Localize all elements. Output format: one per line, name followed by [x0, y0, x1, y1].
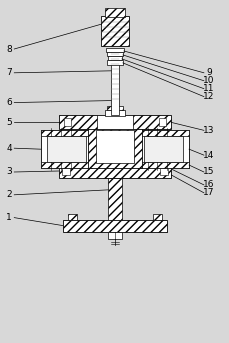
- Bar: [107, 60, 122, 65]
- Text: 3: 3: [6, 167, 12, 177]
- Bar: [107, 52, 122, 56]
- Bar: [62, 220, 167, 232]
- Bar: [107, 106, 122, 110]
- Bar: [58, 165, 171, 178]
- Bar: [160, 168, 168, 175]
- Bar: [105, 109, 124, 117]
- Bar: [103, 168, 126, 178]
- Bar: [159, 118, 166, 126]
- Text: 15: 15: [202, 167, 214, 177]
- Bar: [67, 214, 77, 220]
- Bar: [96, 130, 133, 163]
- Text: 16: 16: [202, 180, 214, 189]
- Bar: [137, 130, 188, 168]
- Text: 4: 4: [6, 144, 12, 153]
- Bar: [101, 16, 128, 46]
- Bar: [63, 118, 70, 126]
- Text: 14: 14: [202, 151, 214, 159]
- Bar: [108, 175, 121, 220]
- Text: 9: 9: [205, 68, 211, 77]
- Bar: [110, 160, 119, 170]
- Text: 2: 2: [6, 190, 12, 199]
- Bar: [111, 49, 118, 116]
- Bar: [108, 56, 121, 60]
- Text: 10: 10: [202, 76, 214, 85]
- Text: 1: 1: [6, 213, 12, 222]
- Text: 8: 8: [6, 45, 12, 54]
- Bar: [137, 162, 188, 168]
- Bar: [105, 8, 124, 17]
- Bar: [152, 214, 162, 220]
- Bar: [47, 136, 86, 162]
- Text: 13: 13: [202, 126, 214, 135]
- Bar: [61, 168, 69, 175]
- Text: 11: 11: [202, 84, 214, 93]
- Bar: [137, 130, 188, 136]
- Bar: [41, 130, 92, 136]
- Bar: [108, 232, 121, 239]
- Bar: [143, 136, 182, 162]
- Text: 7: 7: [6, 68, 12, 77]
- Bar: [106, 48, 123, 52]
- Bar: [88, 126, 141, 168]
- Bar: [58, 116, 171, 129]
- Text: 6: 6: [6, 98, 12, 107]
- Bar: [41, 130, 92, 168]
- Text: 5: 5: [6, 118, 12, 127]
- Text: 17: 17: [202, 188, 214, 197]
- Bar: [97, 116, 132, 129]
- Bar: [41, 162, 92, 168]
- Text: 12: 12: [202, 92, 214, 101]
